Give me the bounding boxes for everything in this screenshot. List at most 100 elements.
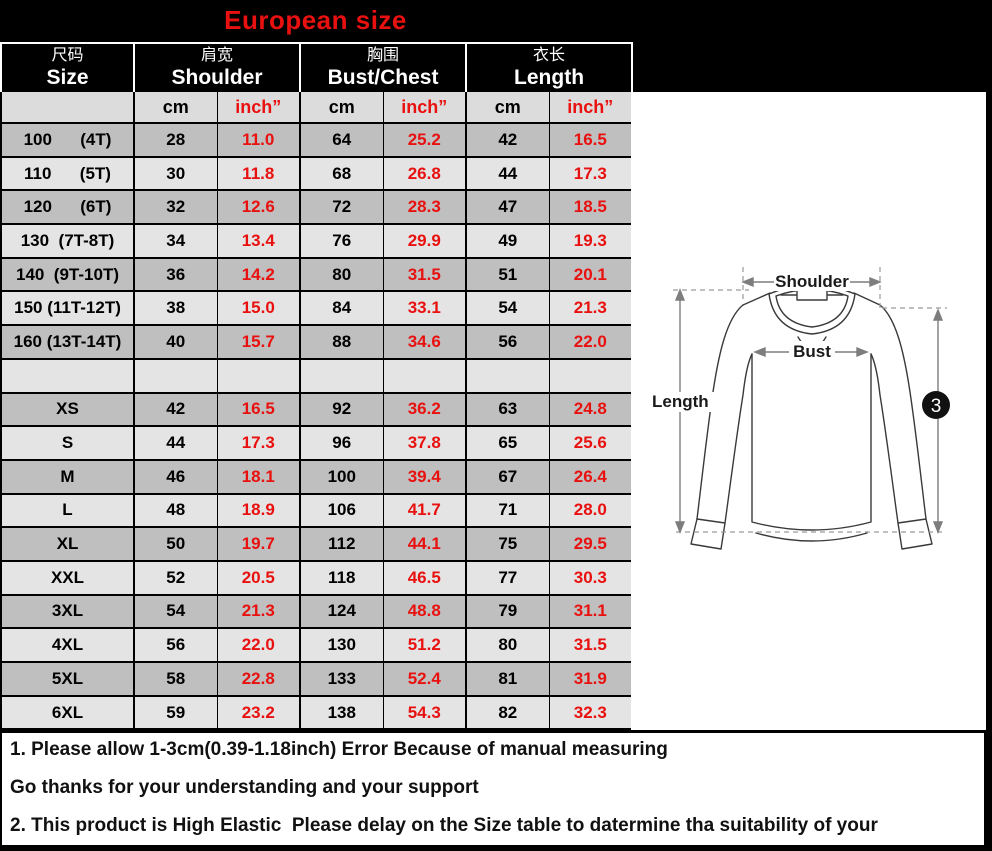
cm-value: 79 xyxy=(465,594,550,630)
table-row: 130 (7T-8T) 34 13.4 76 29.9 49 19.3 xyxy=(0,224,634,259)
table-row: S 44 17.3 96 37.8 65 25.6 xyxy=(0,426,634,461)
cm-value: 46 xyxy=(133,459,217,495)
cm-value: 96 xyxy=(299,426,384,461)
inch-value: 44.1 xyxy=(382,527,467,562)
cm-value: 88 xyxy=(299,325,384,360)
cm-value: 124 xyxy=(299,594,384,630)
size-table-body: 100 (4T) 28 11.0 64 25.2 42 16.5 110 (5T) 30 11.8… xyxy=(0,123,634,731)
size-table-wrap: 尺码 Size 肩宽 Shoulder 胸围 Bust/Chest 衣长 Len… xyxy=(0,42,634,731)
size-cell: 150 (11T-12T) xyxy=(0,291,134,327)
cm-value: 112 xyxy=(299,527,384,562)
inch-value: 23.2 xyxy=(216,695,301,731)
size-cell: XL xyxy=(0,527,134,562)
table-row: XS 42 16.5 92 36.2 63 24.8 xyxy=(0,392,634,428)
diagram-labels: Shoulder Bust Length 3 xyxy=(651,272,950,419)
inch-value: 39.4 xyxy=(382,459,467,495)
header-size-en: Size xyxy=(46,66,89,89)
header-length-zh: 衣长 xyxy=(533,47,566,64)
note-line-1: 1. Please allow 1-3cm(0.39-1.18inch) Err… xyxy=(10,739,668,760)
cm-value: 47 xyxy=(465,190,550,226)
cm-value: 67 xyxy=(465,459,550,495)
inch-value: 25.2 xyxy=(382,123,467,158)
cm-value: 34 xyxy=(133,224,217,259)
cm-value: 68 xyxy=(299,156,384,192)
inch-value xyxy=(216,358,301,394)
inch-value: 14.2 xyxy=(216,257,301,293)
table-row: L 48 18.9 106 41.7 71 28.0 xyxy=(0,493,634,529)
cm-value: 138 xyxy=(299,695,384,731)
cm-value xyxy=(299,358,384,394)
size-cell: 160 (13T-14T) xyxy=(0,325,134,360)
inch-value: 17.3 xyxy=(216,426,301,461)
cm-value: 106 xyxy=(299,493,384,529)
inch-value: 31.5 xyxy=(382,257,467,293)
inch-value: 31.5 xyxy=(548,628,634,663)
cm-value: 71 xyxy=(465,493,550,529)
inch-value: 48.8 xyxy=(382,594,467,630)
inch-value: 31.9 xyxy=(548,662,634,697)
cm-value: 64 xyxy=(299,123,384,158)
header-size: 尺码 Size xyxy=(0,42,134,92)
sleeve-badge-number: 3 xyxy=(931,396,942,417)
cm-value: 84 xyxy=(299,291,384,327)
cm-value: 40 xyxy=(133,325,217,360)
header-shoulder-zh: 肩宽 xyxy=(201,47,234,64)
cm-value xyxy=(133,358,217,394)
table-row: 160 (13T-14T) 40 15.7 88 34.6 56 22.0 xyxy=(0,325,634,360)
unit-inch-label: inch” xyxy=(548,92,634,124)
cm-value: 54 xyxy=(133,594,217,630)
inch-value: 20.1 xyxy=(548,257,634,293)
inch-value: 18.5 xyxy=(548,190,634,226)
cm-value: 42 xyxy=(133,392,217,428)
sleeve-badge-circle xyxy=(922,391,950,419)
cm-value: 44 xyxy=(133,426,217,461)
cm-value: 32 xyxy=(133,190,217,226)
cm-value: 65 xyxy=(465,426,550,461)
cm-value: 36 xyxy=(133,257,217,293)
size-cell xyxy=(0,358,134,394)
table-row: 3XL 54 21.3 124 48.8 79 31.1 xyxy=(0,594,634,630)
cm-value: 42 xyxy=(465,123,550,158)
unit-inch-label: inch” xyxy=(382,92,467,124)
inch-value: 32.3 xyxy=(548,695,634,731)
unit-cm-label: cm xyxy=(133,92,217,124)
inch-value: 29.5 xyxy=(548,527,634,562)
cm-value: 54 xyxy=(465,291,550,327)
cm-value: 77 xyxy=(465,560,550,596)
header-shoulder: 肩宽 Shoulder xyxy=(132,42,301,92)
cm-value: 76 xyxy=(299,224,384,259)
table-row: XL 50 19.7 112 44.1 75 29.5 xyxy=(0,527,634,562)
size-cell: XXL xyxy=(0,560,134,596)
table-row xyxy=(0,358,634,394)
cm-value: 30 xyxy=(133,156,217,192)
cm-value: 28 xyxy=(133,123,217,158)
inch-value: 30.3 xyxy=(548,560,634,596)
size-cell: 6XL xyxy=(0,695,134,731)
inch-value: 18.9 xyxy=(216,493,301,529)
size-cell: 3XL xyxy=(0,594,134,630)
table-row: 5XL 58 22.8 133 52.4 81 31.9 xyxy=(0,662,634,697)
inch-value: 22.0 xyxy=(548,325,634,360)
sweatshirt-diagram: Shoulder Bust Length 3 xyxy=(651,267,950,550)
size-cell: M xyxy=(0,459,134,495)
inch-value: 19.7 xyxy=(216,527,301,562)
inch-value: 20.5 xyxy=(216,560,301,596)
table-row: M 46 18.1 100 39.4 67 26.4 xyxy=(0,459,634,495)
table-row: XXL 52 20.5 118 46.5 77 30.3 xyxy=(0,560,634,596)
unit-row: cm inch” cm inch” cm inch” xyxy=(0,92,634,124)
inch-value: 11.0 xyxy=(216,123,301,158)
cm-value: 52 xyxy=(133,560,217,596)
size-cell: XS xyxy=(0,392,134,428)
inch-value: 28.3 xyxy=(382,190,467,226)
guide-lines xyxy=(673,267,947,533)
inch-value: 41.7 xyxy=(382,493,467,529)
header-bust-en: Bust/Chest xyxy=(327,66,439,89)
header-bust-zh: 胸围 xyxy=(367,47,400,64)
cm-value: 100 xyxy=(299,459,384,495)
inch-value: 33.1 xyxy=(382,291,467,327)
inch-value: 13.4 xyxy=(216,224,301,259)
cm-value: 59 xyxy=(133,695,217,731)
table-row: 100 (4T) 28 11.0 64 25.2 42 16.5 xyxy=(0,123,634,158)
inch-value: 12.6 xyxy=(216,190,301,226)
inch-value: 22.8 xyxy=(216,662,301,697)
